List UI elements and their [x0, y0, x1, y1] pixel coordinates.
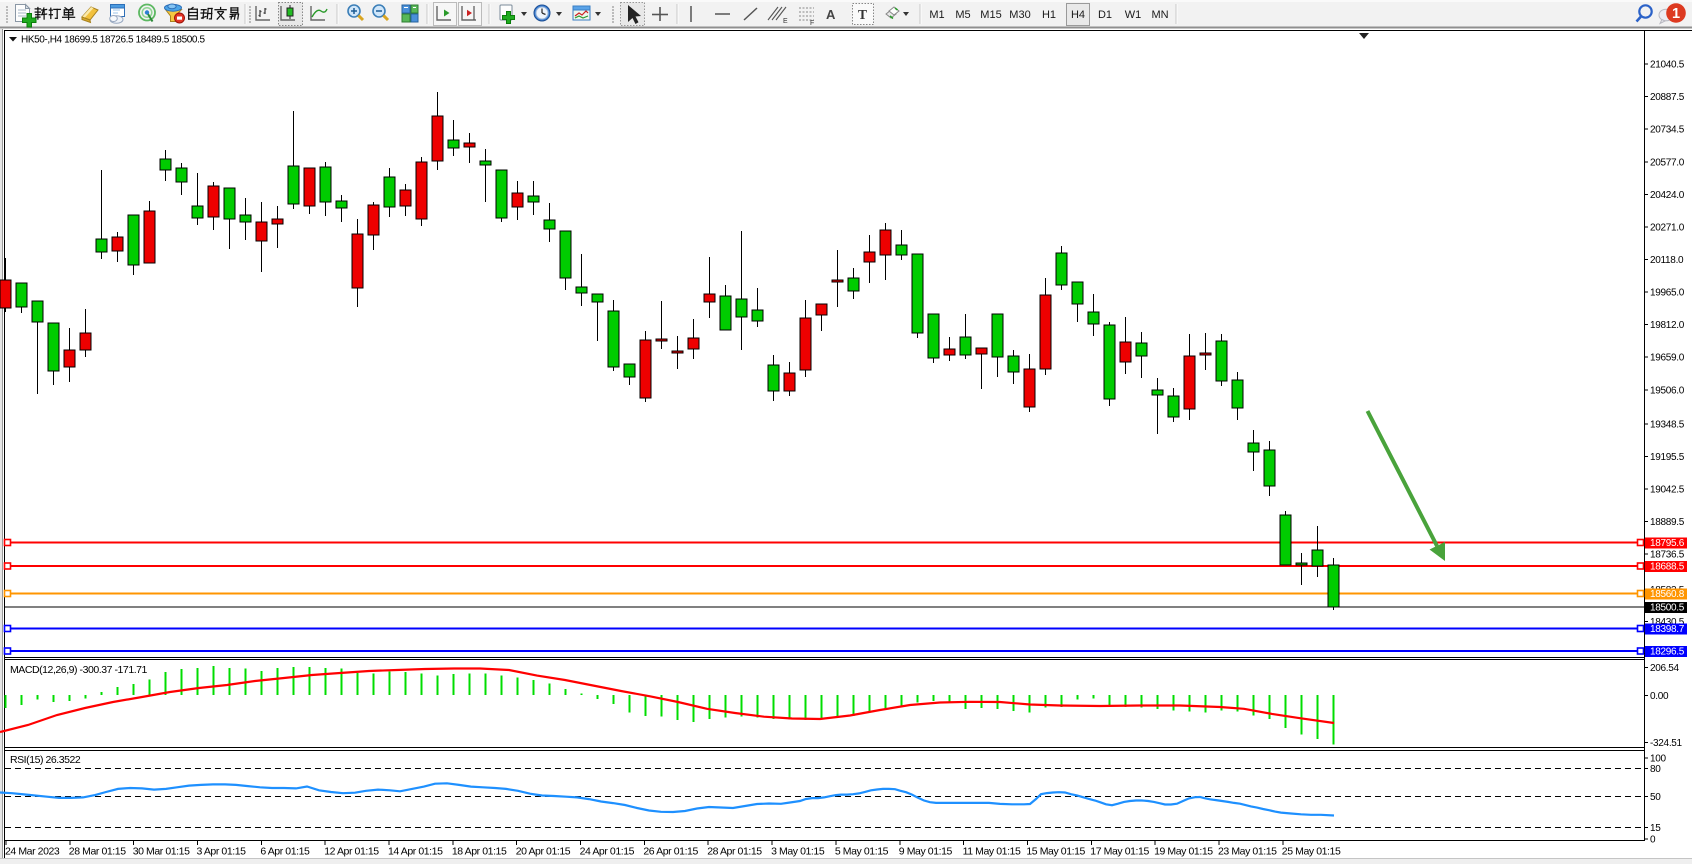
svg-text:-324.51: -324.51 — [1650, 738, 1683, 749]
svg-text:28 Apr 01:15: 28 Apr 01:15 — [707, 846, 762, 858]
svg-text:18889.5: 18889.5 — [1650, 517, 1685, 528]
svg-text:E: E — [783, 18, 788, 25]
svg-text:3 May 01:15: 3 May 01:15 — [771, 846, 825, 858]
svg-text:20577.0: 20577.0 — [1650, 158, 1685, 169]
svg-text:20271.0: 20271.0 — [1650, 223, 1685, 234]
svg-text:20424.0: 20424.0 — [1650, 190, 1685, 201]
svg-text:H1: H1 — [1042, 9, 1056, 21]
svg-text:M5: M5 — [955, 9, 970, 21]
svg-text:15: 15 — [1650, 823, 1661, 834]
svg-text:A: A — [826, 7, 836, 22]
svg-text:18688.5: 18688.5 — [1650, 562, 1685, 573]
svg-text:3 Apr 01:15: 3 Apr 01:15 — [197, 846, 247, 858]
svg-text:M1: M1 — [929, 9, 944, 21]
svg-text:20 Apr 01:15: 20 Apr 01:15 — [516, 846, 571, 858]
svg-text:17 May 01:15: 17 May 01:15 — [1090, 846, 1149, 858]
svg-text:28 Mar 01:15: 28 Mar 01:15 — [69, 846, 126, 858]
svg-text:D1: D1 — [1098, 9, 1112, 21]
svg-text:19506.0: 19506.0 — [1650, 386, 1685, 397]
svg-text:F: F — [810, 20, 814, 27]
svg-text:25 May 01:15: 25 May 01:15 — [1282, 846, 1341, 858]
svg-text:M15: M15 — [980, 9, 1001, 21]
svg-text:19348.5: 19348.5 — [1650, 420, 1685, 431]
svg-text:19965.0: 19965.0 — [1650, 288, 1685, 299]
svg-text:50: 50 — [1650, 792, 1661, 803]
svg-text:18500.5: 18500.5 — [1650, 603, 1685, 614]
svg-text:W1: W1 — [1125, 9, 1142, 21]
svg-text:RSI(15) 26.3522: RSI(15) 26.3522 — [10, 754, 81, 766]
svg-text:19812.0: 19812.0 — [1650, 320, 1685, 331]
svg-text:0: 0 — [1650, 835, 1656, 846]
svg-text:HK50-,H4 18699.5 18726.5 1848: HK50-,H4 18699.5 18726.5 18489.5 18500.5 — [21, 35, 205, 46]
svg-text:18398.7: 18398.7 — [1650, 624, 1685, 635]
svg-text:24 Apr 01:15: 24 Apr 01:15 — [580, 846, 635, 858]
svg-text:14 Apr 01:15: 14 Apr 01:15 — [388, 846, 443, 858]
svg-text:24 Mar 2023: 24 Mar 2023 — [5, 846, 60, 858]
svg-text:0.00: 0.00 — [1650, 691, 1669, 702]
svg-text:12 Apr 01:15: 12 Apr 01:15 — [324, 846, 379, 858]
svg-text:18296.5: 18296.5 — [1650, 647, 1685, 658]
svg-text:19659.0: 19659.0 — [1650, 353, 1685, 364]
svg-text:20734.5: 20734.5 — [1650, 125, 1685, 136]
svg-text:18795.6: 18795.6 — [1650, 538, 1685, 549]
svg-text:20118.0: 20118.0 — [1650, 255, 1684, 266]
svg-text:21040.5: 21040.5 — [1650, 60, 1685, 71]
svg-text:18430.5: 18430.5 — [1650, 617, 1685, 628]
svg-text:80: 80 — [1650, 764, 1661, 775]
svg-text:9 May 01:15: 9 May 01:15 — [899, 846, 953, 858]
svg-text:MACD(12,26,9) -300.37 -171.71: MACD(12,26,9) -300.37 -171.71 — [10, 664, 148, 676]
svg-text:19 May 01:15: 19 May 01:15 — [1154, 846, 1213, 858]
svg-text:M30: M30 — [1009, 9, 1030, 21]
svg-text:206.54: 206.54 — [1650, 663, 1680, 674]
svg-text:H4: H4 — [1071, 9, 1085, 21]
svg-text:19195.5: 19195.5 — [1650, 452, 1685, 463]
svg-text:11 May 01:15: 11 May 01:15 — [963, 846, 1021, 858]
svg-text:19042.5: 19042.5 — [1650, 485, 1685, 496]
svg-text:18 Apr 01:15: 18 Apr 01:15 — [452, 846, 507, 858]
svg-text:6 Apr 01:15: 6 Apr 01:15 — [260, 846, 310, 858]
svg-text:15 May 01:15: 15 May 01:15 — [1026, 846, 1085, 858]
svg-text:30 Mar 01:15: 30 Mar 01:15 — [133, 846, 190, 858]
svg-text:20887.5: 20887.5 — [1650, 92, 1685, 103]
svg-text:1: 1 — [1672, 6, 1680, 22]
svg-text:18736.5: 18736.5 — [1650, 550, 1685, 561]
svg-text:5 May 01:15: 5 May 01:15 — [835, 846, 889, 858]
svg-text:23 May 01:15: 23 May 01:15 — [1218, 846, 1277, 858]
svg-text:MN: MN — [1151, 9, 1168, 21]
svg-text:T: T — [858, 7, 867, 22]
svg-text:18560.8: 18560.8 — [1650, 589, 1685, 600]
svg-text:26 Apr 01:15: 26 Apr 01:15 — [643, 846, 698, 858]
svg-text:100: 100 — [1650, 754, 1667, 765]
